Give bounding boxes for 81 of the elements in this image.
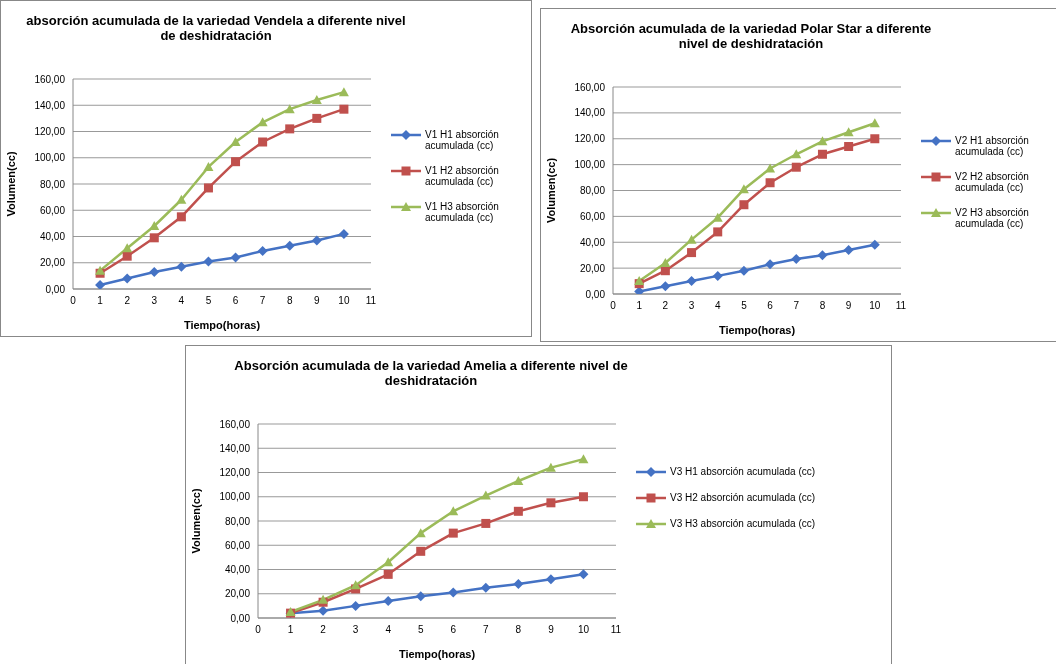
x-tick-label: 2 — [124, 295, 131, 307]
x-tick-label: 7 — [259, 295, 266, 307]
x-tick-label: 9 — [845, 300, 852, 312]
x-tick-label: 5 — [205, 295, 212, 307]
y-tick-label: 20,00 — [224, 588, 251, 600]
y-tick-label: 40,00 — [224, 564, 251, 576]
x-tick-label: 2 — [662, 300, 669, 312]
chart-title: Absorción acumulada de la variedad Amelia a diferente nivel de deshidratación — [233, 358, 629, 388]
y-tick-label: 20,00 — [579, 262, 606, 274]
chart-title: absorción acumulada de la variedad Vendela a diferente nivel de deshidratación — [25, 13, 407, 43]
x-tick-label: 6 — [232, 295, 239, 307]
legend-label: V2 H3 absorción acumulada (cc) — [955, 207, 1030, 229]
chart-title: Absorción acumulada de la variedad Polar Star a diferente nivel de deshidratación — [569, 21, 933, 51]
x-tick-label: 9 — [314, 295, 321, 307]
y-tick-label: 40,00 — [39, 231, 66, 243]
y-tick-label: 120,00 — [574, 133, 606, 145]
y-tick-label: 60,00 — [224, 539, 251, 551]
y-tick-label: 0,00 — [585, 288, 606, 300]
legend-label: V1 H2 absorción acumulada (cc) — [425, 164, 500, 187]
x-tick-label: 4 — [385, 624, 392, 636]
x-axis-title: Tiempo(horas) — [718, 324, 796, 336]
x-tick-label: 0 — [610, 300, 617, 312]
y-tick-label: 120,00 — [34, 126, 66, 138]
x-tick-label: 1 — [97, 295, 104, 307]
x-tick-label: 8 — [819, 300, 826, 312]
x-tick-label: 2 — [320, 624, 327, 636]
y-tick-label: 140,00 — [34, 99, 66, 111]
y-tick-label: 160,00 — [574, 81, 606, 93]
legend-label: V1 H1 absorción acumulada (cc) — [425, 128, 500, 151]
x-tick-label: 5 — [741, 300, 748, 312]
x-tick-label: 8 — [515, 624, 522, 636]
x-tick-label: 11 — [895, 300, 907, 312]
y-axis-title: Volumen(cc) — [544, 157, 557, 224]
y-tick-label: 100,00 — [574, 159, 606, 171]
y-tick-label: 120,00 — [219, 467, 251, 479]
y-tick-label: 40,00 — [579, 236, 606, 248]
x-tick-label: 8 — [286, 295, 293, 307]
x-tick-label: 0 — [255, 624, 262, 636]
y-tick-label: 0,00 — [45, 283, 66, 295]
y-tick-label: 0,00 — [230, 612, 251, 624]
y-tick-label: 100,00 — [219, 491, 251, 503]
x-tick-label: 0 — [70, 295, 77, 307]
x-tick-label: 11 — [610, 624, 622, 636]
legend-label: V3 H1 absorción acumulada (cc) — [670, 465, 816, 477]
legend-label: V2 H1 absorción acumulada (cc) — [955, 135, 1030, 157]
x-tick-label: 10 — [869, 300, 881, 312]
x-tick-label: 10 — [338, 295, 350, 307]
y-tick-label: 160,00 — [34, 73, 66, 85]
x-tick-label: 4 — [178, 295, 185, 307]
y-tick-label: 60,00 — [579, 210, 606, 222]
x-tick-label: 5 — [417, 624, 424, 636]
y-tick-label: 80,00 — [579, 185, 606, 197]
y-tick-label: 60,00 — [39, 204, 66, 216]
x-tick-label: 3 — [352, 624, 359, 636]
y-tick-label: 80,00 — [224, 515, 251, 527]
x-tick-label: 1 — [636, 300, 643, 312]
legend-label: V3 H2 absorción acumulada (cc) — [670, 491, 816, 503]
x-tick-label: 10 — [577, 624, 590, 636]
x-tick-label: 11 — [365, 295, 377, 307]
x-axis-title: Tiempo(horas) — [183, 319, 261, 331]
x-tick-label: 7 — [483, 624, 490, 636]
x-tick-label: 1 — [287, 624, 294, 636]
y-tick-label: 140,00 — [219, 442, 251, 454]
legend-label: V1 H3 absorción acumulada (cc) — [425, 200, 500, 223]
y-tick-label: 140,00 — [574, 107, 606, 119]
y-axis-title: Volumen(cc) — [189, 488, 202, 554]
legend-label: V3 H3 absorción acumulada (cc) — [670, 517, 816, 529]
y-tick-label: 160,00 — [219, 418, 251, 430]
x-tick-label: 9 — [548, 624, 555, 636]
y-axis-title: Volumen(cc) — [4, 151, 17, 217]
y-tick-label: 100,00 — [34, 152, 66, 164]
x-tick-label: 3 — [151, 295, 158, 307]
x-tick-label: 4 — [714, 300, 721, 312]
y-tick-label: 80,00 — [39, 178, 66, 190]
x-tick-label: 6 — [767, 300, 774, 312]
x-tick-label: 7 — [793, 300, 800, 312]
x-tick-label: 3 — [688, 300, 695, 312]
x-axis-title: Tiempo(horas) — [398, 648, 476, 660]
y-tick-label: 20,00 — [39, 257, 66, 269]
legend-label: V2 H2 absorción acumulada (cc) — [955, 171, 1030, 193]
x-tick-label: 6 — [450, 624, 457, 636]
